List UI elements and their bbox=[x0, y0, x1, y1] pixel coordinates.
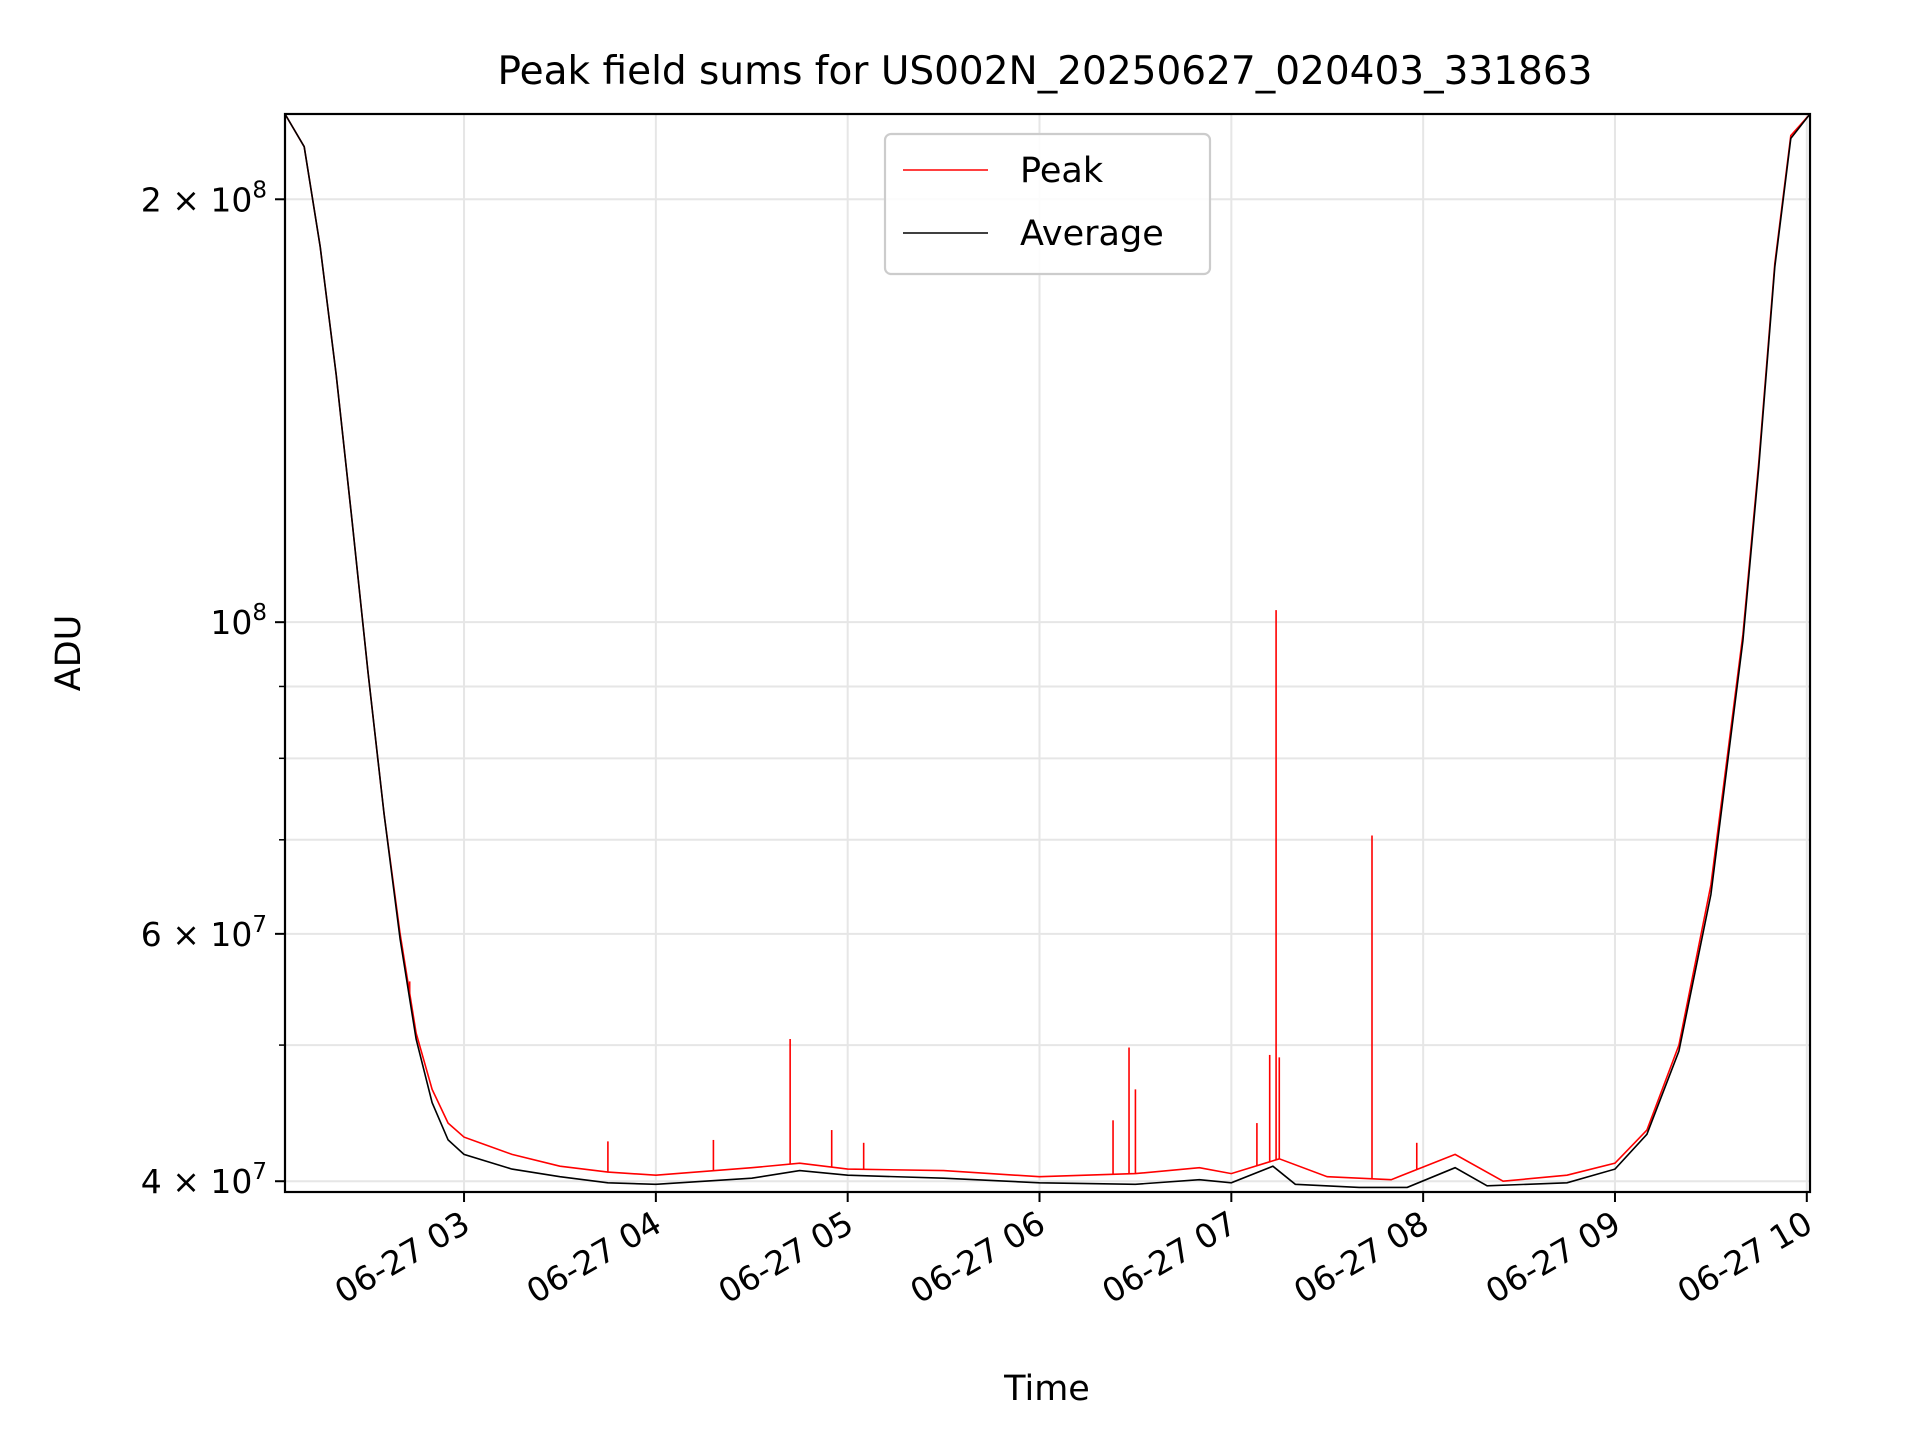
legend-box bbox=[883, 132, 1212, 276]
x-axis-label: Time bbox=[1003, 1369, 1090, 1409]
average-series-line bbox=[285, 114, 1810, 1189]
y-axis-label: ADU bbox=[49, 615, 89, 692]
y-tick-label: 2 × 108 bbox=[141, 177, 267, 219]
legend-average-label: Average bbox=[1020, 214, 1164, 254]
grid-lines bbox=[285, 114, 1810, 1192]
legend: Peak Average bbox=[883, 132, 1212, 276]
chart-title: Peak field sums for US002N_20250627_0204… bbox=[498, 49, 1593, 94]
y-tick-label: 108 bbox=[210, 600, 267, 642]
axes-frame bbox=[283, 112, 1812, 1194]
plot-area bbox=[285, 114, 1810, 1189]
y-tick-label: 4 × 107 bbox=[141, 1159, 267, 1201]
legend-peak-label: Peak bbox=[1020, 151, 1104, 191]
y-tick-label: 6 × 107 bbox=[141, 912, 267, 954]
series-group bbox=[285, 114, 1810, 1189]
